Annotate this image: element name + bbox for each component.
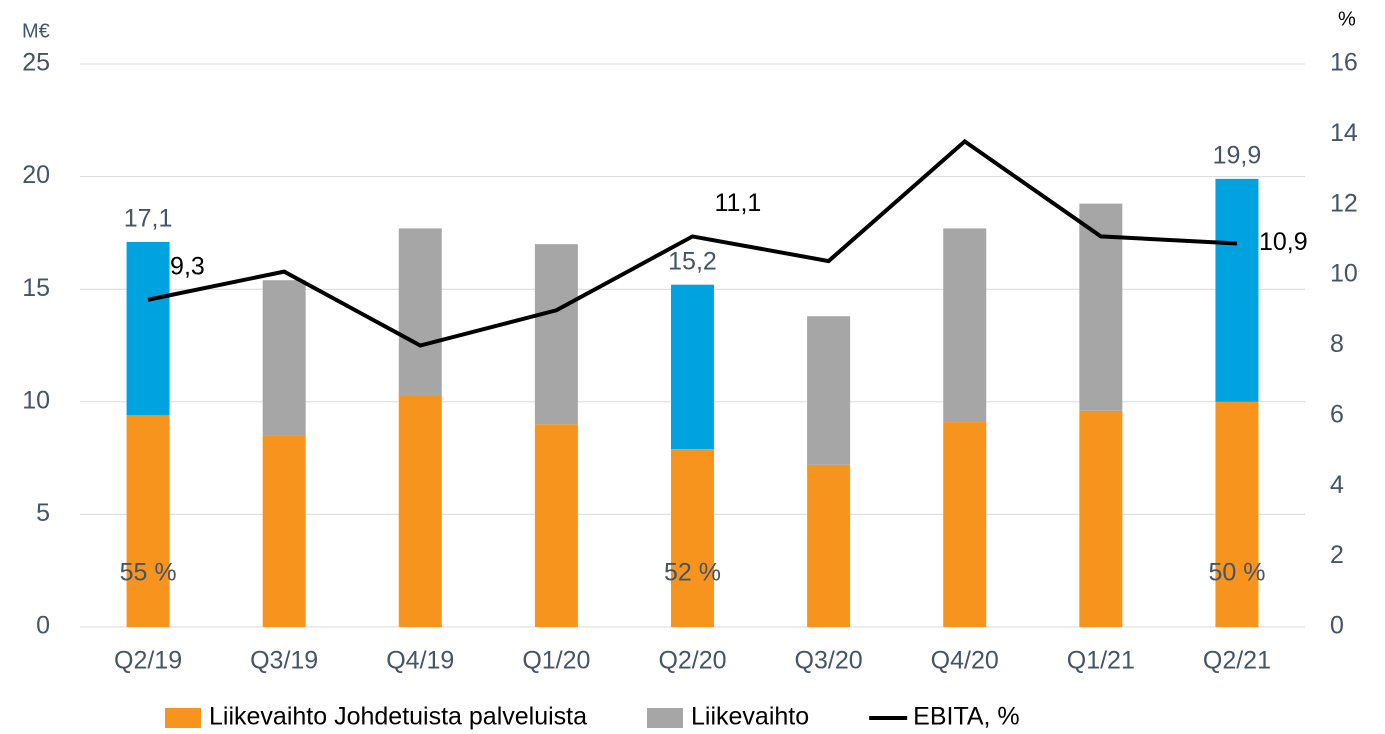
y2-tick-label: 0 — [1330, 612, 1344, 640]
x-tick-label: Q2/19 — [114, 647, 182, 675]
line — [147, 138, 1238, 348]
x-tick-label: Q4/19 — [386, 647, 454, 675]
line-label: 11,1 — [715, 189, 762, 217]
bar-segment — [943, 228, 987, 423]
total-label: 17,1 — [124, 205, 173, 233]
x-tick-label: Q1/20 — [522, 647, 590, 675]
bar-segment — [262, 280, 306, 436]
y2-tick-label: 16 — [1330, 49, 1358, 77]
share-label: 50 % — [1208, 559, 1265, 587]
line-label: 10,9 — [1259, 228, 1308, 256]
share-label: 52 % — [664, 559, 721, 587]
y2-tick-label: 6 — [1330, 400, 1344, 428]
y-tick-label: 20 — [22, 161, 50, 189]
x-tick-label: Q2/21 — [1203, 647, 1271, 675]
share-label: 55 % — [120, 559, 177, 587]
y2-tick-label: 8 — [1330, 330, 1344, 358]
legend-label: EBITA, % — [913, 703, 1020, 731]
bar-segment — [1215, 178, 1259, 402]
y2-tick-label: 14 — [1330, 119, 1358, 147]
bar-segment — [126, 415, 170, 627]
y2-tick-label: 2 — [1330, 541, 1344, 569]
total-label: 15,2 — [668, 247, 717, 275]
legend-label: Liikevaihto Johdetuista palveluista — [209, 703, 587, 731]
legend-label: Liikevaihto — [691, 703, 809, 731]
y2-tick-label: 4 — [1330, 471, 1344, 499]
bar-segment — [807, 316, 851, 465]
y-tick-label: 15 — [22, 274, 50, 302]
bar-segment — [126, 241, 170, 416]
y-axis-label: M€ — [22, 20, 50, 42]
bar-segment — [534, 244, 578, 425]
y-tick-label: 0 — [36, 612, 50, 640]
bar-segment — [534, 424, 578, 627]
x-tick-label: Q1/21 — [1067, 647, 1135, 675]
y-tick-label: 5 — [36, 499, 50, 527]
line-label: 9,3 — [170, 252, 205, 280]
bar-segment — [671, 284, 714, 450]
bar-segment — [398, 395, 442, 627]
total-label: 19,9 — [1213, 141, 1262, 169]
legend-swatch — [647, 708, 684, 728]
bar-segment — [671, 449, 714, 627]
bar-segment — [943, 422, 987, 627]
bar-segment — [807, 464, 851, 627]
x-tick-label: Q3/19 — [250, 647, 318, 675]
y-tick-label: 10 — [22, 386, 50, 414]
legend-swatch — [165, 708, 201, 728]
x-tick-label: Q3/20 — [795, 647, 863, 675]
y-tick-label: 25 — [22, 49, 50, 77]
y2-axis-label: % — [1338, 8, 1356, 30]
x-tick-label: Q4/20 — [931, 647, 999, 675]
y2-tick-label: 12 — [1330, 189, 1358, 217]
bar-segment — [398, 228, 442, 396]
bar-segment — [262, 435, 306, 627]
y2-tick-label: 10 — [1330, 260, 1358, 288]
x-tick-label: Q2/20 — [658, 647, 726, 675]
bar-segment — [1079, 410, 1123, 627]
bar-segment — [1215, 401, 1259, 627]
